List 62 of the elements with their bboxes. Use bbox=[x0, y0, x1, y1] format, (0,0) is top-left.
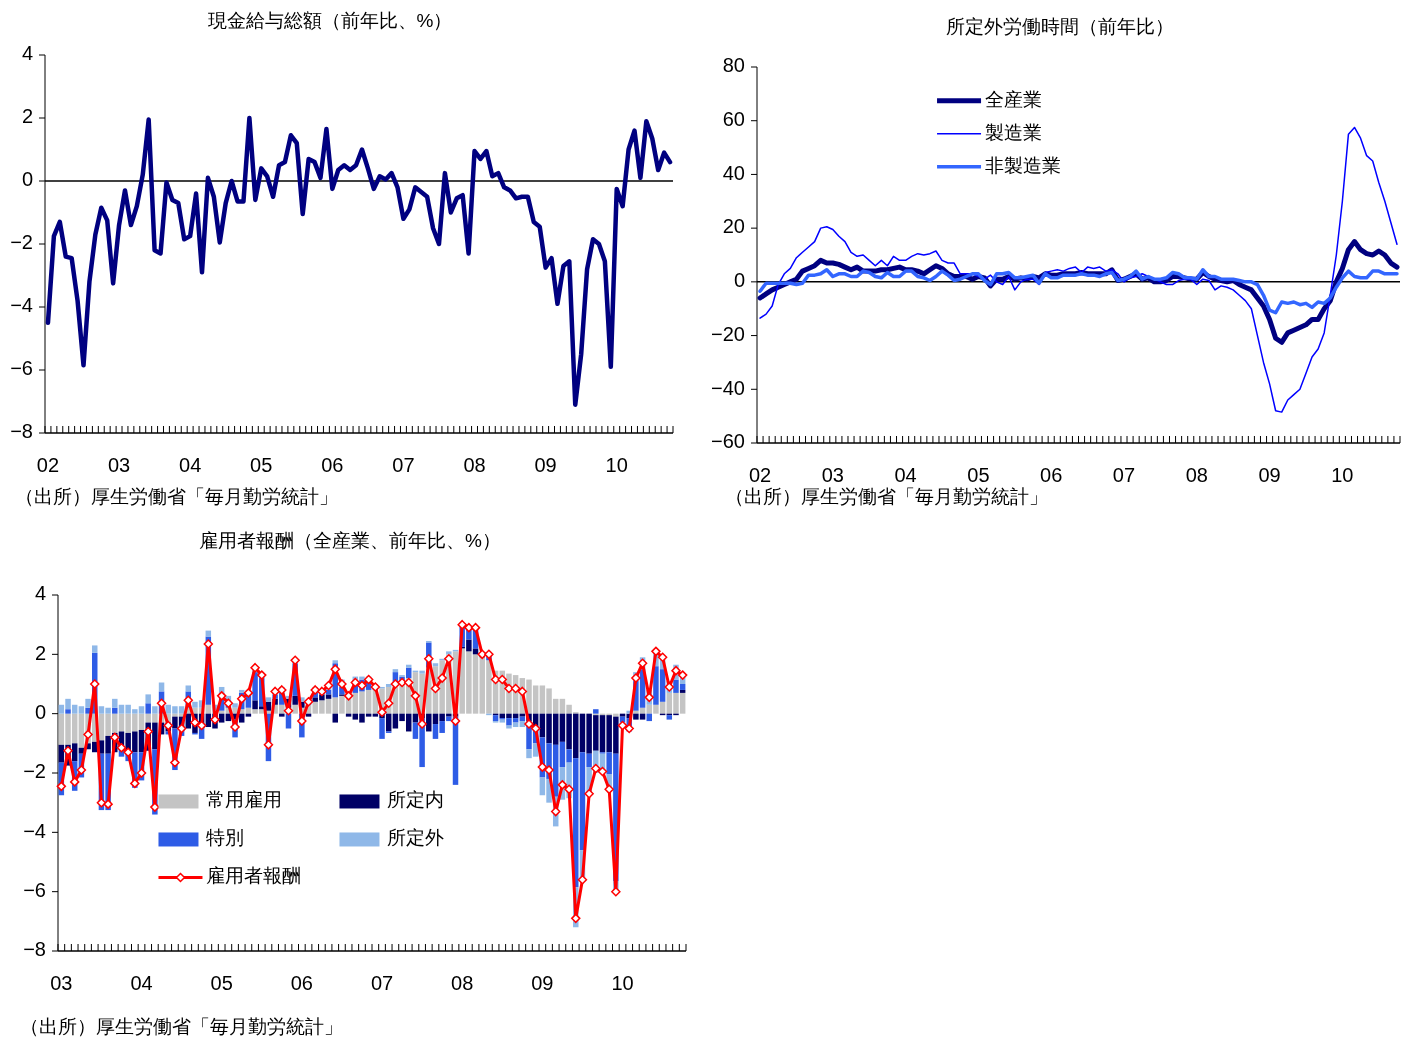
y-tick-label: 2 bbox=[34, 641, 46, 664]
chart-title: 雇用者報酬（全産業、前年比、%） bbox=[199, 530, 501, 552]
chart-title: 所定外労働時間（前年比） bbox=[946, 16, 1174, 38]
x-tick-label: 05 bbox=[210, 972, 233, 995]
x-tick-label: 07 bbox=[1112, 464, 1136, 487]
y-tick-label: −4 bbox=[23, 819, 46, 842]
legend-label: 非製造業 bbox=[985, 154, 1062, 176]
x-tick-label: 03 bbox=[50, 972, 73, 995]
x-tick-label: 04 bbox=[130, 972, 153, 995]
x-tick-label: 05 bbox=[250, 454, 273, 477]
x-tick-label: 09 bbox=[1258, 464, 1281, 487]
y-tick-label: 80 bbox=[722, 54, 745, 77]
x-tick-label: 10 bbox=[1331, 464, 1354, 487]
y-tick-label: −20 bbox=[711, 322, 745, 345]
y-tick-label: −4 bbox=[10, 294, 33, 317]
x-tick-label: 08 bbox=[1185, 464, 1208, 487]
legend-label: 製造業 bbox=[985, 121, 1043, 143]
y-tick-label: 2 bbox=[21, 105, 33, 128]
x-tick-label: 02 bbox=[748, 464, 772, 487]
y-tick-label: 60 bbox=[722, 108, 745, 130]
y-tick-label: 4 bbox=[34, 582, 46, 605]
x-tick-label: 06 bbox=[321, 454, 344, 477]
x-tick-label: 08 bbox=[463, 454, 486, 477]
y-tick-label: −2 bbox=[10, 231, 33, 254]
legend-label: 特別 bbox=[206, 827, 245, 849]
y-tick-label: 0 bbox=[34, 700, 46, 723]
y-tick-label: 0 bbox=[733, 269, 745, 292]
y-tick-label: −6 bbox=[23, 878, 46, 901]
text: （出所）厚生労働省「毎月勤労統計」 bbox=[20, 1016, 343, 1038]
y-tick-label: 40 bbox=[722, 161, 745, 184]
y-tick-label: −60 bbox=[711, 430, 745, 453]
x-tick-label: 09 bbox=[531, 972, 554, 995]
x-tick-label: 10 bbox=[611, 972, 634, 995]
x-tick-label: 09 bbox=[534, 454, 557, 477]
y-tick-label: −40 bbox=[711, 376, 745, 399]
y-tick-label: 20 bbox=[722, 215, 745, 238]
x-tick-label: 03 bbox=[107, 454, 131, 477]
legend-label: 所定外 bbox=[387, 827, 445, 849]
y-tick-label: 0 bbox=[21, 168, 33, 191]
text: （出所）厚生労働省「毎月勤労統計」 bbox=[725, 486, 1048, 508]
x-tick-label: 06 bbox=[290, 972, 313, 995]
text: （出所）厚生労働省「毎月勤労統計」 bbox=[15, 486, 338, 508]
x-tick-label: 07 bbox=[392, 454, 415, 477]
y-tick-label: −8 bbox=[23, 938, 46, 961]
y-tick-label: −8 bbox=[10, 420, 33, 443]
x-tick-label: 06 bbox=[1040, 464, 1063, 487]
y-tick-label: 4 bbox=[21, 42, 33, 65]
chart-title: 現金給与総額（前年比、%） bbox=[207, 10, 453, 32]
x-tick-label: 04 bbox=[894, 464, 917, 487]
x-tick-label: 07 bbox=[370, 972, 394, 995]
y-tick-label: −2 bbox=[23, 760, 46, 783]
x-tick-label: 05 bbox=[967, 464, 990, 487]
legend-label: 常用雇用 bbox=[206, 789, 283, 811]
legend-label: 全産業 bbox=[985, 88, 1043, 110]
x-tick-label: 04 bbox=[179, 454, 202, 477]
y-tick-label: −6 bbox=[10, 357, 33, 380]
x-tick-label: 03 bbox=[821, 464, 844, 487]
x-tick-label: 08 bbox=[451, 972, 474, 995]
legend-label: 所定内 bbox=[387, 789, 445, 811]
legend-label: 雇用者報酬 bbox=[206, 865, 302, 887]
x-tick-label: 02 bbox=[36, 454, 60, 477]
x-tick-label: 10 bbox=[605, 454, 628, 477]
